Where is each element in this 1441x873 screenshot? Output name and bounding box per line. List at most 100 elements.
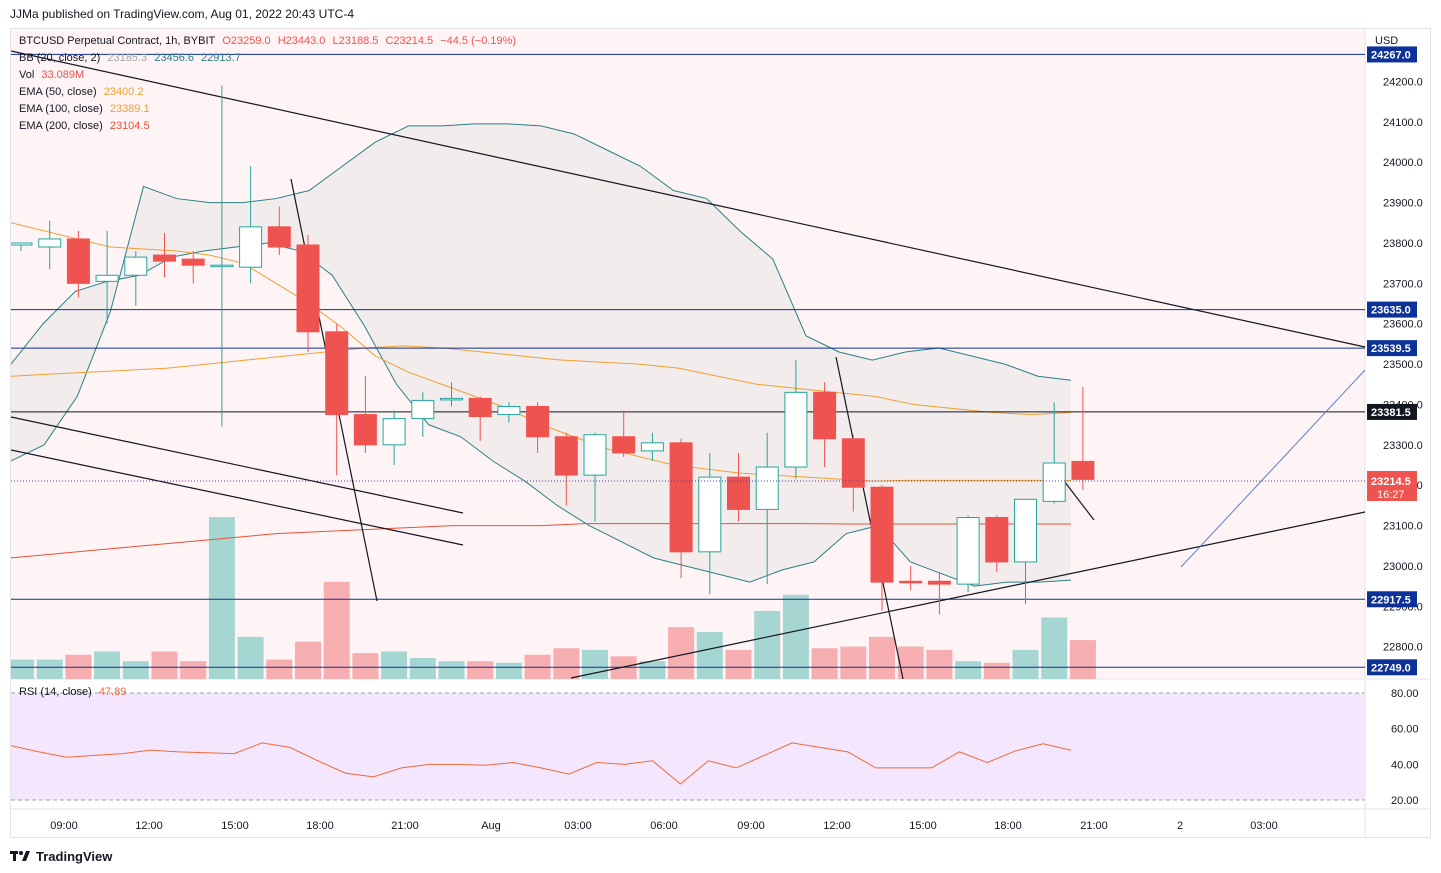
trend-line-upper-descending[interactable]	[11, 50, 1366, 348]
volume-bar	[208, 517, 235, 679]
time-tick-label: 18:00	[994, 820, 1022, 832]
volume-bar	[1041, 617, 1068, 679]
level-tag-label: 23539.5	[1371, 343, 1411, 355]
volume-bar	[725, 649, 752, 679]
time-tick-label: 09:00	[50, 820, 78, 832]
rsi-line	[11, 742, 1072, 785]
volume-bar	[582, 649, 608, 679]
time-tick-label: Aug	[481, 820, 501, 832]
candle-body	[267, 226, 291, 248]
volume-bars	[11, 517, 1096, 679]
level-tag	[1367, 591, 1417, 608]
volume-bar	[323, 581, 350, 679]
candle-body	[325, 331, 349, 416]
top-bar: JJMa published on TradingView.com, Aug 0…	[0, 0, 1441, 28]
time-tick-label: 03:00	[1250, 820, 1278, 832]
level-tag-label: 23381.5	[1371, 407, 1411, 419]
price-chart-svg[interactable]: 24200.0 24100.0 24000.0 23900.0 23800.0 23700…	[11, 29, 1430, 837]
rsi-tick-label: 60.00	[1391, 724, 1419, 736]
price-tick-label: 24100.0	[1383, 117, 1423, 129]
rsi-value: 47.89	[98, 686, 127, 698]
time-tick-label: 15:00	[909, 820, 937, 832]
price-axis-ticks: 24200.0 24100.0 24000.0 23900.0 23800.0 23700…	[1383, 76, 1423, 653]
symbol-legend[interactable]: BTCUSD Perpetual Contract, 1h, BYBIT O23…	[19, 35, 520, 47]
volume-bar	[553, 648, 580, 679]
candle-body	[612, 436, 636, 454]
footer: TradingView	[10, 846, 112, 866]
vol-label: Vol	[19, 69, 35, 81]
time-tick-label: 12:00	[135, 820, 163, 832]
volume-bar	[151, 651, 178, 679]
volume-bar	[926, 649, 953, 679]
volume-bar	[1012, 649, 1039, 679]
level-tag	[1367, 340, 1417, 357]
candle-body	[38, 238, 62, 248]
trend-line-mid-1[interactable]	[11, 416, 464, 514]
chart-frame[interactable]: 24200.0 24100.0 24000.0 23900.0 23800.0 23700…	[10, 28, 1431, 838]
candle-body	[755, 466, 779, 510]
candle-body	[1042, 462, 1066, 502]
trend-line-mid-2[interactable]	[11, 449, 464, 546]
level-tag	[1367, 403, 1417, 420]
level-tag-label: 23635.0	[1371, 305, 1411, 317]
candle-body	[468, 397, 492, 418]
time-tick-label: 12:00	[823, 820, 851, 832]
ohlc-close: C23214.5	[385, 35, 434, 47]
rsi-legend[interactable]: RSI (14, close) 47.89	[19, 686, 130, 698]
volume-bar	[11, 659, 34, 679]
current-price-label: 23214.5	[1371, 476, 1411, 488]
trend-line-steep-2[interactable]	[835, 356, 904, 680]
price-tick-label: 23700.0	[1383, 278, 1423, 290]
trend-line-ascending-support[interactable]	[570, 511, 1366, 679]
candle-body	[497, 405, 521, 416]
bb-upper-line	[11, 123, 1072, 462]
candle-body	[698, 476, 722, 553]
ema200-legend[interactable]: EMA (200, close) 23104.5	[19, 120, 154, 132]
level-tag-label: 22749.0	[1371, 662, 1411, 674]
candle-body	[124, 256, 148, 276]
bb-lower-value: 22913.7	[201, 52, 241, 64]
ema50-legend[interactable]: EMA (50, close) 23400.2	[19, 86, 147, 98]
level-tag	[1367, 301, 1417, 318]
bb-lower-line	[11, 242, 1072, 587]
ohlc-low: L23188.5	[332, 35, 379, 47]
current-price-tag	[1367, 471, 1417, 501]
time-axis-ticks: 09:00 12:00 15:00 18:00 21:00 Aug 03:00 06:00 09…	[50, 820, 1278, 832]
volume-bar	[467, 661, 494, 679]
time-tick-label: 06:00	[650, 820, 678, 832]
level-tag-label: 22917.5	[1371, 594, 1411, 606]
price-tick-label: 23000.0	[1383, 561, 1423, 573]
rsi-tick-label: 20.00	[1391, 795, 1419, 807]
volume-bar	[639, 661, 666, 679]
horizontal-levels	[11, 53, 1365, 668]
vol-legend[interactable]: Vol 33.089M	[19, 69, 88, 81]
volume-bar	[782, 594, 809, 679]
price-tick-label: 23500.0	[1383, 359, 1423, 371]
rsi-axis-ticks: 80.00 60.00 40.00 20.00	[1391, 688, 1419, 807]
price-tick-label: 24000.0	[1383, 157, 1423, 169]
level-tag	[1367, 46, 1417, 63]
volume-bar	[983, 662, 1010, 679]
ema200-label: EMA (200, close)	[19, 120, 103, 132]
volume-bar	[237, 636, 264, 679]
price-tick-label: 23100.0	[1383, 521, 1423, 533]
candle-body	[296, 244, 320, 333]
candle-body	[382, 418, 406, 446]
ema100-value: 23389.1	[109, 103, 150, 115]
volume-bar	[754, 610, 781, 679]
bb-legend[interactable]: BB (20, close, 2) 23185.3 23456.6 22913.…	[19, 52, 245, 64]
symbol-label[interactable]: BTCUSD Perpetual Contract, 1h, BYBIT	[19, 35, 216, 47]
rsi-tick-label: 80.00	[1391, 688, 1419, 700]
price-tick-label: 22800.0	[1383, 642, 1423, 654]
ohlc-high: H23443.0	[277, 35, 326, 47]
candle-body	[870, 486, 894, 583]
level-tag-label: 24267.0	[1371, 49, 1411, 61]
ema100-line	[11, 345, 1072, 416]
candle-body	[66, 238, 90, 284]
volume-bar	[811, 648, 838, 679]
ema100-legend[interactable]: EMA (100, close) 23389.1	[19, 103, 154, 115]
candle-body	[727, 476, 750, 510]
trend-line-blue-up[interactable]	[1180, 369, 1366, 568]
candle-body	[899, 580, 923, 584]
volume-bar	[696, 632, 723, 679]
